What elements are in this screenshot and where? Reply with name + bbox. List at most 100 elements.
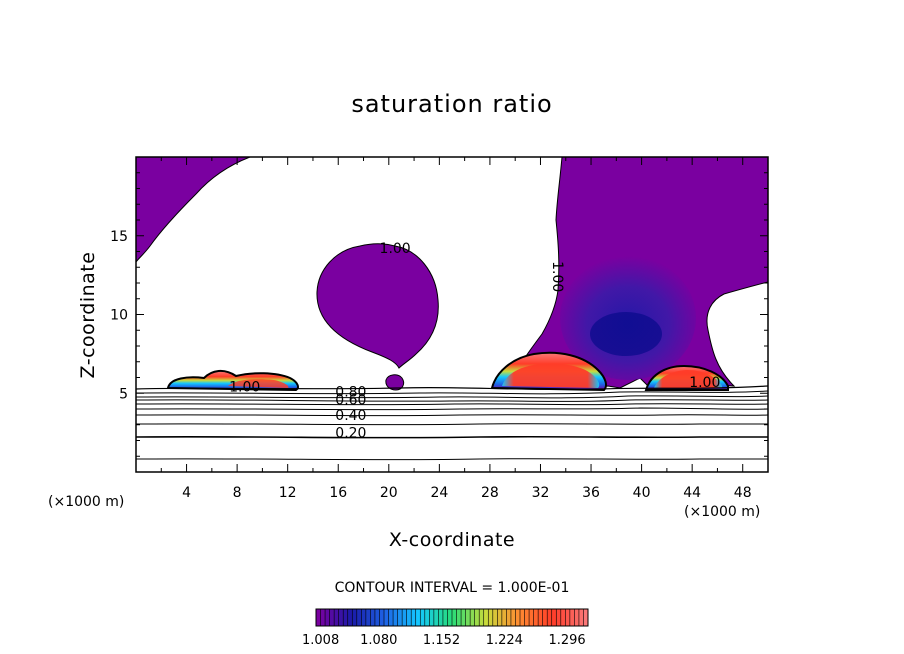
- fill-region-cell-a-core: [228, 379, 289, 388]
- contour-line-0.40: [136, 414, 768, 417]
- colorbar-swatch: [334, 609, 340, 626]
- colorbar: 1.008 1.080 1.152 1.224 1.296: [302, 608, 589, 648]
- colorbar-swatch: [361, 609, 367, 626]
- fill-region-small-blob: [385, 374, 405, 391]
- x-tick-label: 40: [633, 485, 651, 501]
- colorbar-swatch: [465, 609, 471, 626]
- colorbar-swatch: [356, 609, 362, 626]
- colorbar-swatch: [483, 609, 489, 626]
- colorbar-swatch: [352, 609, 358, 626]
- colorbar-swatch: [370, 609, 376, 626]
- colorbar-swatch: [388, 609, 394, 626]
- colorbar-swatch: [442, 609, 448, 626]
- colorbar-swatch: [529, 609, 535, 626]
- y-tick-label: 5: [119, 386, 128, 402]
- x-tick-label: 48: [734, 485, 752, 501]
- colorbar-swatch: [420, 609, 426, 626]
- colorbar-swatch: [452, 609, 458, 626]
- colorbar-tick-label: 1.008: [302, 633, 339, 648]
- colorbar-swatch: [474, 609, 480, 626]
- fill-region-cell-c-core: [654, 370, 722, 388]
- colorbar-swatch: [456, 609, 462, 626]
- colorbar-swatch: [461, 609, 467, 626]
- fill-region-plume-core-inner: [590, 312, 662, 356]
- colorbar-swatch: [533, 609, 539, 626]
- colorbar-swatch: [338, 609, 344, 626]
- colorbar-tick-label: 1.296: [548, 633, 585, 648]
- contour-line-0.10: [136, 458, 768, 461]
- colorbar-tick-label: 1.152: [423, 633, 460, 648]
- x-tick-label: 4: [182, 485, 191, 501]
- fill-region-center-blob: [316, 243, 439, 369]
- colorbar-swatch: [393, 609, 399, 626]
- colorbar-swatch: [320, 609, 326, 626]
- contour-line-0.90: [136, 390, 768, 395]
- colorbar-tick-label: 1.224: [486, 633, 523, 648]
- colorbar-swatch: [542, 609, 548, 626]
- colorbar-swatch: [547, 609, 553, 626]
- contour-line-0.70: [136, 399, 768, 402]
- colorbar-swatch: [325, 609, 331, 626]
- contour-interval-text: CONTOUR INTERVAL = 1.000E-01: [335, 580, 570, 596]
- x-tick-label: 24: [430, 485, 448, 501]
- colorbar-tick-label: 1.080: [360, 633, 397, 648]
- contour-label: 0.20: [335, 425, 366, 441]
- x-tick-label: 32: [532, 485, 550, 501]
- colorbar-swatch: [433, 609, 439, 626]
- colorbar-swatch: [583, 609, 589, 626]
- colorbar-swatch: [374, 609, 380, 626]
- x-tick-label: 16: [329, 485, 347, 501]
- colorbar-swatch: [497, 609, 503, 626]
- colorbar-swatch: [411, 609, 417, 626]
- y-tick-label: 15: [110, 229, 128, 245]
- contour-label: 1.00: [380, 241, 411, 257]
- contour-lines: [136, 385, 768, 461]
- colorbar-swatch: [447, 609, 453, 626]
- y-tick-label: 10: [110, 308, 128, 324]
- contour-label: 0.60: [335, 392, 366, 408]
- colorbar-swatch: [347, 609, 353, 626]
- colorbar-swatch: [574, 609, 580, 626]
- colorbar-swatch: [424, 609, 430, 626]
- colorbar-swatch: [402, 609, 408, 626]
- colorbar-swatch: [506, 609, 512, 626]
- colorbar-swatch: [379, 609, 385, 626]
- colorbar-swatch: [515, 609, 521, 626]
- colorbar-swatch: [560, 609, 566, 626]
- colorbar-swatch: [384, 609, 390, 626]
- y-axis-unit: (×1000 m): [48, 494, 124, 510]
- colorbar-swatch: [501, 609, 507, 626]
- colorbar-swatch: [397, 609, 403, 626]
- colorbar-swatch: [316, 609, 322, 626]
- x-tick-label: 44: [683, 485, 701, 501]
- colorbar-swatch: [470, 609, 476, 626]
- x-tick-label: 36: [582, 485, 600, 501]
- contour-label: 1.00: [549, 261, 565, 292]
- colorbar-swatch: [488, 609, 494, 626]
- colorbar-swatch: [479, 609, 485, 626]
- contour-labels: 1.00 1.00 1.00 1.00 0.800.600.400.20: [229, 241, 720, 441]
- colorbar-swatch: [438, 609, 444, 626]
- colorbar-swatch: [429, 609, 435, 626]
- colorbar-swatch: [578, 609, 584, 626]
- colorbar-swatch: [510, 609, 516, 626]
- contour-line-0.50: [136, 407, 768, 411]
- contour-line-1.00: [136, 385, 768, 391]
- fill-region-cell-b-core: [502, 363, 600, 388]
- fill-region-upper-left: [136, 157, 251, 263]
- colorbar-swatch: [551, 609, 557, 626]
- x-axis-label: X-coordinate: [389, 529, 515, 551]
- colorbar-swatch: [556, 609, 562, 626]
- x-axis-unit: (×1000 m): [684, 504, 760, 520]
- x-tick-label: 28: [481, 485, 499, 501]
- contour-label: 0.40: [335, 408, 366, 424]
- contour-label: 1.00: [689, 375, 720, 391]
- x-axis: 4 8 12 16 20 24 28 32 36 40 44 48: [160, 157, 752, 501]
- contour-label: 1.00: [229, 380, 260, 396]
- x-tick-label: 20: [380, 485, 398, 501]
- contour-line-0.60: [136, 403, 768, 406]
- contour-label: 0.80: [335, 384, 366, 400]
- colorbar-swatch: [520, 609, 526, 626]
- colorbar-frame: [315, 608, 589, 627]
